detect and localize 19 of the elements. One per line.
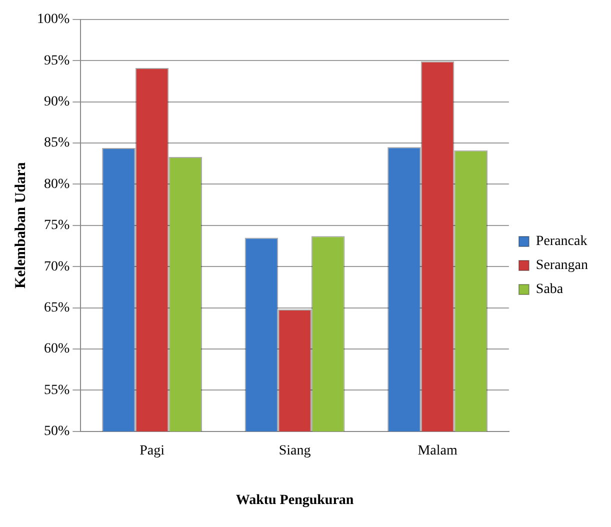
y-tick-label: 75% [44,218,70,234]
y-tick-label: 70% [44,259,70,274]
y-tick-label: 50% [44,424,70,440]
x-tick-label: Siang [278,443,311,458]
x-axis-title: Waktu Pengukuran [236,493,354,508]
y-tick-label: 90% [44,94,70,110]
legend-label: Serangan [536,258,588,274]
y-tick-label: 100% [36,12,70,28]
y-axis-title: Kelembaban Udara [12,162,29,289]
y-tick-label: 65% [44,300,70,316]
x-tick-label: Pagi [140,443,165,458]
x-tick-label: Malam [418,443,458,458]
y-tick-label: 80% [44,176,70,192]
y-tick-label: 55% [44,382,70,398]
legend-label: Perancak [536,234,588,250]
y-tick-label: 95% [44,53,70,68]
y-tick-label: 60% [44,342,70,357]
y-tick-label: 85% [44,136,70,151]
legend-label: Saba [536,282,564,298]
